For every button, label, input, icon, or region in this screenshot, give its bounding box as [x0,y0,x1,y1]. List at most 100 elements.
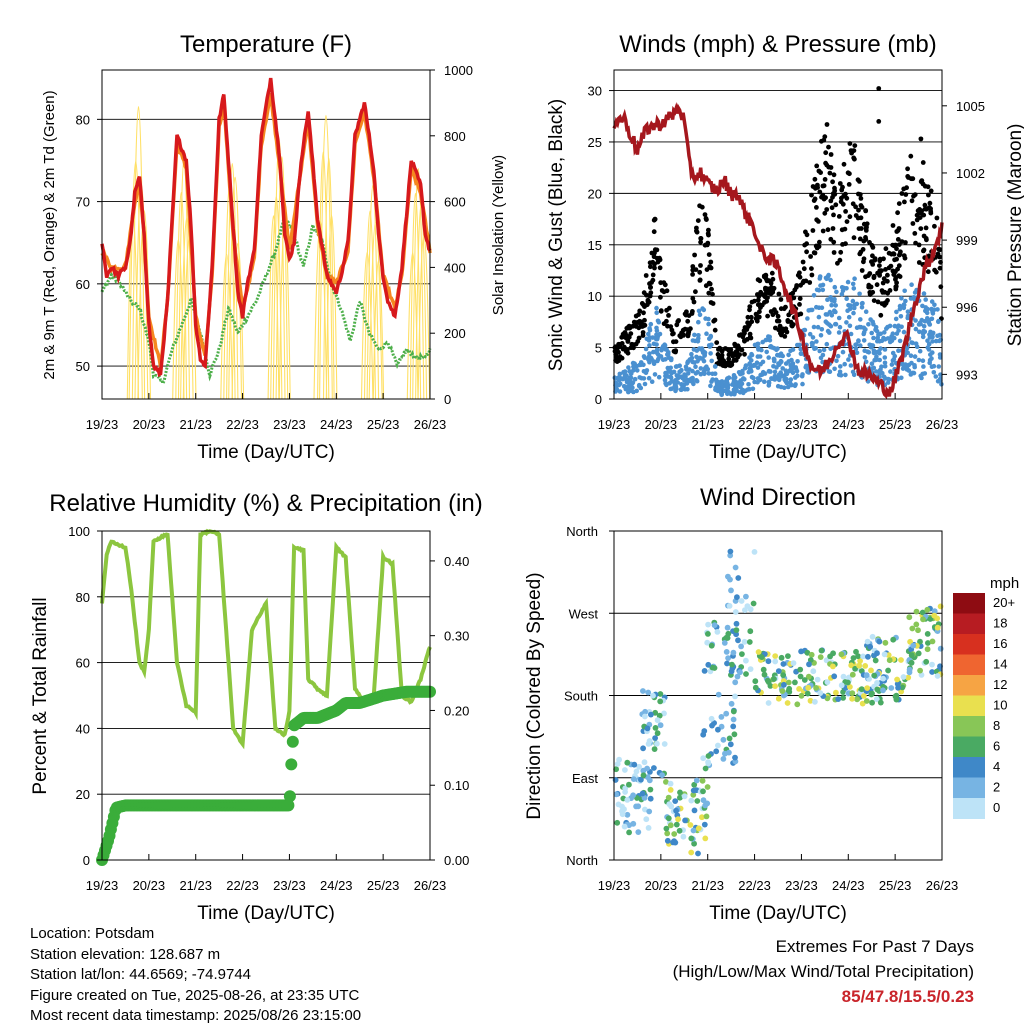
direction-point [640,745,646,752]
direction-point [695,850,701,857]
gust-point [872,256,878,261]
gust-point [814,243,820,249]
wind-point [917,329,922,335]
y-tick-label: East [572,771,598,786]
gust-point [626,323,632,329]
gust-point [831,250,837,255]
gust-point [804,232,810,238]
wind-point [913,326,919,332]
gust-point [771,285,777,291]
gust-point [886,250,892,256]
wind-point [651,361,657,367]
wind-point [738,378,743,383]
direction-point [650,692,656,699]
gust-point [719,359,724,365]
wind-point [920,334,926,340]
wind-point [890,331,896,337]
wind-point [814,287,820,293]
x-tick-label: 24/23 [832,878,865,893]
direction-point [661,741,668,747]
direction-point [652,735,658,741]
wind-point [772,369,778,375]
gust-point [831,212,836,218]
wind-point [925,338,930,344]
wind-point [771,364,776,369]
gust-point [685,318,691,324]
winds-ylabel-right: Station Pressure (Maroon) [1005,124,1024,347]
gust-point [885,272,890,278]
direction-point [784,700,791,706]
x-tick-label: 21/23 [179,417,212,432]
direction-point [758,654,765,660]
gust-point [726,352,732,358]
direction-point [642,708,648,715]
gust-point [830,179,835,185]
wind-point [665,365,671,371]
wind-point [818,355,824,361]
direction-point [794,701,801,708]
wind-point [654,328,660,333]
gust-point [707,281,713,287]
gust-point [917,210,922,216]
direction-point [917,638,923,645]
gust-point [623,349,629,354]
direction-point [691,781,698,788]
precip-point [286,735,299,748]
gust-point [916,260,922,265]
direction-point [643,816,650,823]
wind-point [660,357,666,363]
wind-point [874,369,879,374]
gust-point [817,239,822,245]
direction-point [626,829,632,836]
direction-point [823,657,830,664]
wind-point [642,381,648,387]
wind-point [844,296,849,302]
gust-point [791,295,797,301]
legend-swatch [953,736,985,758]
wind-point [690,375,695,381]
gust-point [809,266,814,271]
gust-point [824,207,830,212]
direction-point [652,725,659,731]
direction-point [725,573,731,580]
gust-point [830,226,836,231]
wind-point [859,301,865,306]
legend-label: 10 [993,697,1007,712]
gust-point [922,202,928,208]
x-tick-label: 25/23 [367,417,400,432]
direction-point [862,663,869,669]
direction-point [798,692,805,699]
direction-point [668,803,675,810]
wind-point [890,350,896,356]
direction-point [677,789,683,796]
x-tick-label: 25/23 [367,878,400,893]
gust-point [637,308,643,314]
wind-point [719,392,724,398]
wind-point [696,308,702,314]
wind-point [913,318,918,323]
wind-point [918,373,923,379]
gust-point [843,209,848,214]
direction-point [775,668,782,674]
wind-point [869,330,874,336]
direction-point [920,616,926,623]
wind-point [719,379,725,384]
gust-point [756,314,761,320]
direction-point [738,598,745,604]
direction-point [752,678,759,685]
direction-point [835,696,842,702]
wind-point [862,355,868,360]
direction-point [869,633,876,640]
wind-point [676,373,681,379]
wind-point [646,375,652,381]
wind-point [743,363,749,368]
wind-point [646,338,652,343]
gust-point [797,302,802,307]
wind-point [833,303,838,308]
x-tick-label: 25/23 [879,417,912,432]
direction-point [715,726,721,733]
wind-point [844,286,849,291]
direction-point [752,684,759,691]
direction-point [857,658,863,664]
